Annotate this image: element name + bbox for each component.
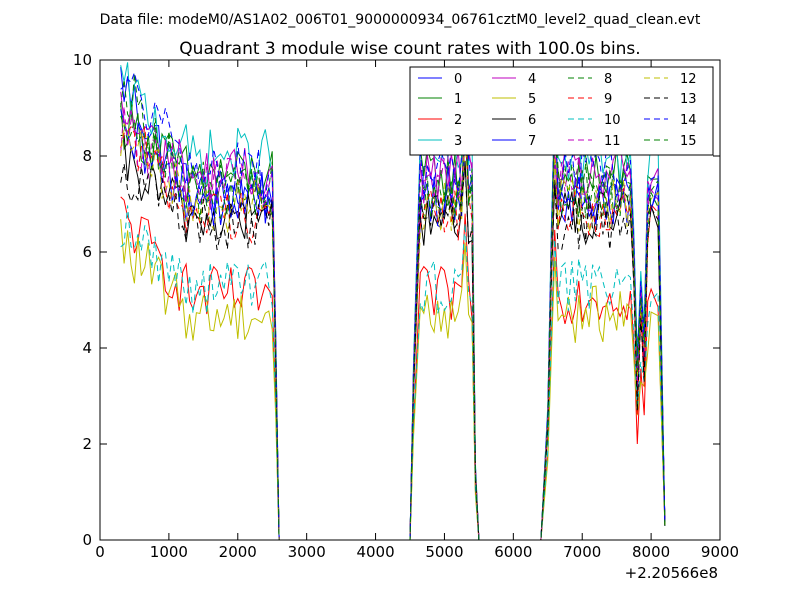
legend-label-2: 2 xyxy=(454,113,462,128)
plot-frame xyxy=(99,59,721,541)
series-line-9 xyxy=(120,122,666,540)
y-tick-label: 10 xyxy=(73,51,92,69)
x-tick-label: 1000 xyxy=(150,543,188,561)
x-tick-label: 3000 xyxy=(288,543,326,561)
legend-label-11: 11 xyxy=(604,134,621,149)
legend-label-9: 9 xyxy=(604,92,612,107)
legend-label-6: 6 xyxy=(528,113,536,128)
legend-label-4: 4 xyxy=(528,72,536,87)
series-line-15 xyxy=(120,103,666,540)
x-tick-label: 5000 xyxy=(425,543,463,561)
series-layer xyxy=(120,62,666,540)
ticks-layer: 0 1000 2000 3000 4000 5000 6000 7000 8000 9000 0 2 4… xyxy=(73,51,739,561)
y-tick-label: 8 xyxy=(82,147,92,165)
legend-label-5: 5 xyxy=(528,92,536,107)
legend-label-12: 12 xyxy=(680,72,697,87)
series-line-5 xyxy=(120,219,666,540)
y-tick-label: 4 xyxy=(82,339,92,357)
series-line-14 xyxy=(120,70,666,540)
x-tick-label: 9000 xyxy=(701,543,739,561)
series-line-2 xyxy=(120,196,666,540)
x-tick-label: 8000 xyxy=(632,543,670,561)
legend-box xyxy=(409,66,714,156)
legend-label-3: 3 xyxy=(454,134,462,149)
series-line-13 xyxy=(120,163,666,540)
x-tick-label: 7000 xyxy=(563,543,601,561)
x-tick-label: 4000 xyxy=(356,543,394,561)
series-line-10 xyxy=(120,205,666,540)
legend-label-13: 13 xyxy=(680,92,697,107)
data-file-label: Data file: modeM0/AS1A02_006T01_90000009… xyxy=(100,12,701,28)
legend-label-7: 7 xyxy=(528,134,536,149)
x-offset-label: +2.20566e8 xyxy=(625,564,718,582)
legend-label-0: 0 xyxy=(454,72,462,87)
series-line-12 xyxy=(120,122,666,540)
y-tick-label: 2 xyxy=(82,435,92,453)
series-line-4 xyxy=(120,91,666,540)
x-tick-label: 2000 xyxy=(219,543,257,561)
legend-label-1: 1 xyxy=(454,92,462,107)
legend-label-15: 15 xyxy=(680,134,697,149)
y-tick-label: 6 xyxy=(82,243,92,261)
legend-label-14: 14 xyxy=(680,113,697,128)
x-tick-label: 6000 xyxy=(494,543,532,561)
chart-title: Quadrant 3 module wise count rates with … xyxy=(179,39,640,59)
legend-label-8: 8 xyxy=(604,72,612,87)
y-tick-label: 0 xyxy=(82,531,92,549)
x-tick-label: 0 xyxy=(95,543,105,561)
series-line-11 xyxy=(120,106,666,540)
legend-label-10: 10 xyxy=(604,113,621,128)
